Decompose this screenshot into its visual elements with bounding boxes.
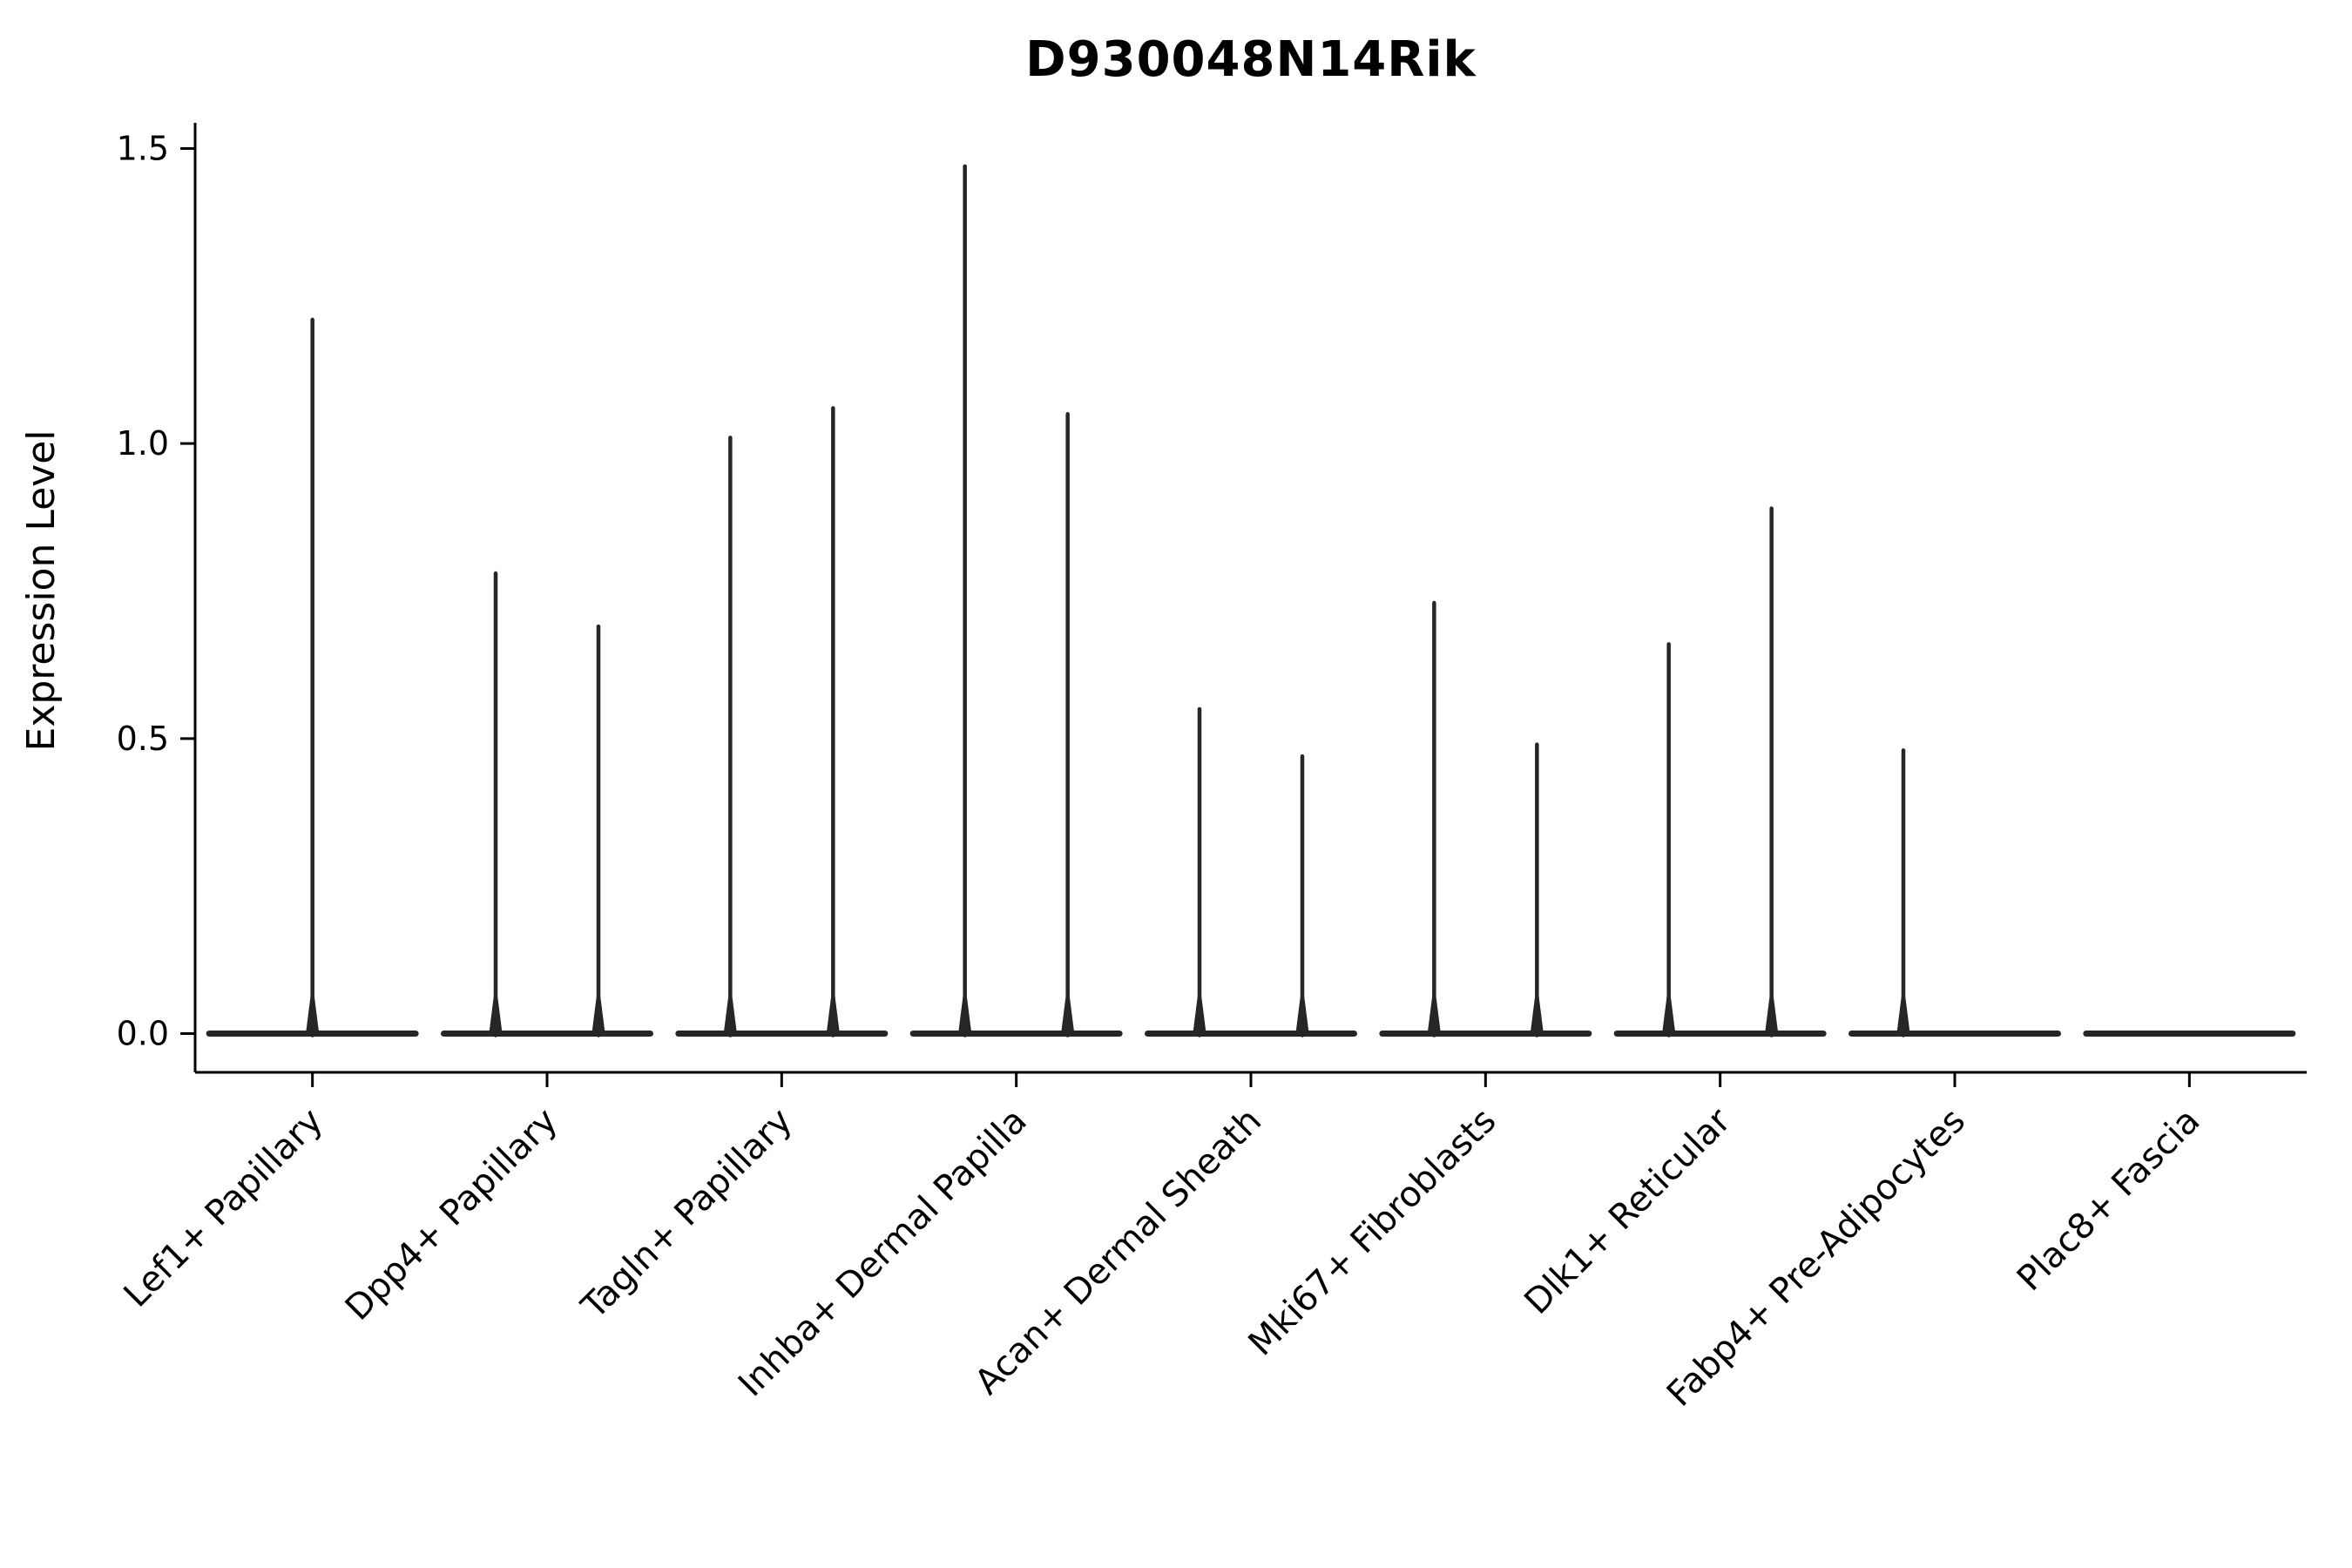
- x-category-label: Tagln+ Papillary: [573, 1101, 800, 1328]
- y-axis-label: Expression Level: [19, 430, 64, 752]
- violin-baseline-body: [441, 1031, 653, 1037]
- violin-baseline-body: [2083, 1031, 2296, 1037]
- y-tick-label: 0.5: [117, 720, 169, 758]
- y-tick-label: 0.0: [117, 1015, 169, 1053]
- violin-baseline-body: [675, 1031, 889, 1037]
- x-category-label: Dpp4+ Papillary: [338, 1101, 565, 1328]
- chart-title: D930048N14Rik: [1025, 31, 1477, 88]
- violin-baseline-body: [1848, 1031, 2061, 1037]
- violin-baseline-body: [1145, 1031, 1357, 1037]
- x-category-label: Dlk1+ Reticular: [1517, 1100, 1739, 1322]
- x-category-label: Lef1+ Papillary: [117, 1101, 331, 1315]
- y-tick-label: 1.5: [117, 130, 169, 168]
- violin-baseline-body: [1379, 1031, 1592, 1037]
- violin-baseline-body: [1613, 1031, 1827, 1037]
- x-category-label: Plac8+ Fascia: [2010, 1101, 2208, 1300]
- x-category-label: Mki67+ Fibroblasts: [1241, 1101, 1504, 1364]
- y-tick-label: 1.0: [117, 424, 169, 463]
- violin-baseline-body: [909, 1031, 1123, 1037]
